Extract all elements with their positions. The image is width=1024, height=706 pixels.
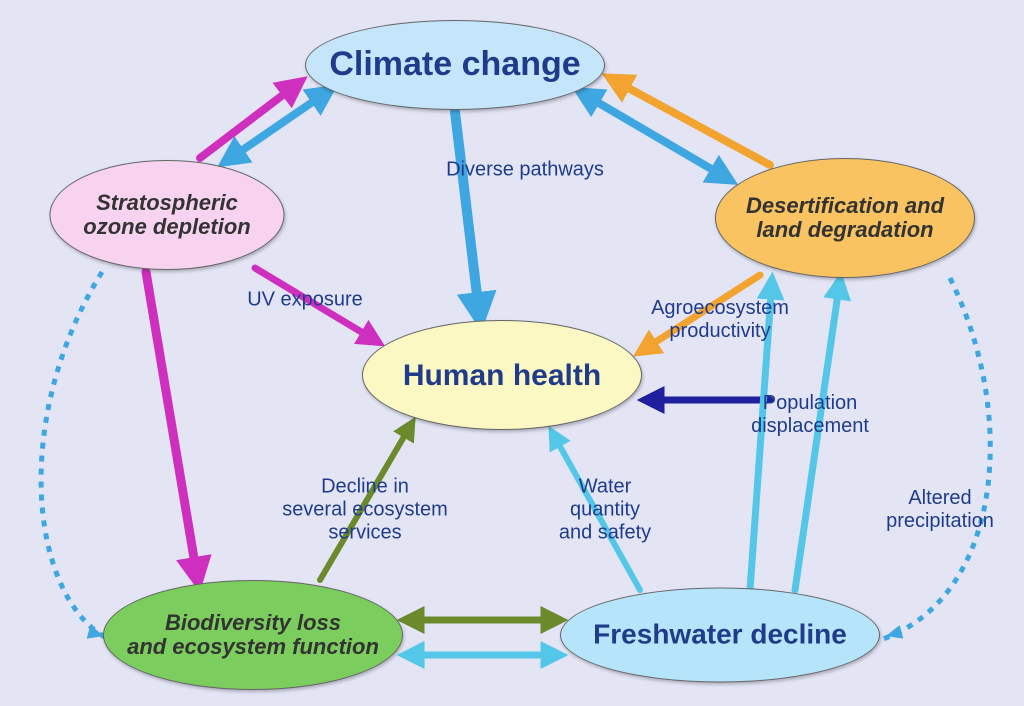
node-freshwater: Freshwater decline [560,588,880,683]
arrow [320,423,412,580]
node-label: Climate change [329,46,580,83]
node-desertification: Desertification and land degradation [715,158,975,278]
dotted-arc [880,278,990,640]
node-human-health: Human health [362,320,642,430]
arrow [795,280,840,590]
node-ozone-depletion: Stratospheric ozone depletion [50,160,285,270]
dotted-arc [41,272,110,640]
node-label: Biodiversity loss and ecosystem function [127,611,379,659]
arrow [455,112,480,320]
node-label: Freshwater decline [593,620,847,651]
node-climate-change: Climate change [305,20,605,110]
arrow [255,268,378,342]
node-label: Stratospheric ozone depletion [83,191,250,239]
node-label: Human health [403,359,601,392]
arrow [640,275,760,352]
arrow [146,272,198,582]
node-label: Desertification and land degradation [746,194,944,242]
arrow [750,280,772,590]
arrow [552,432,640,590]
node-biodiversity: Biodiversity loss and ecosystem function [103,580,403,690]
